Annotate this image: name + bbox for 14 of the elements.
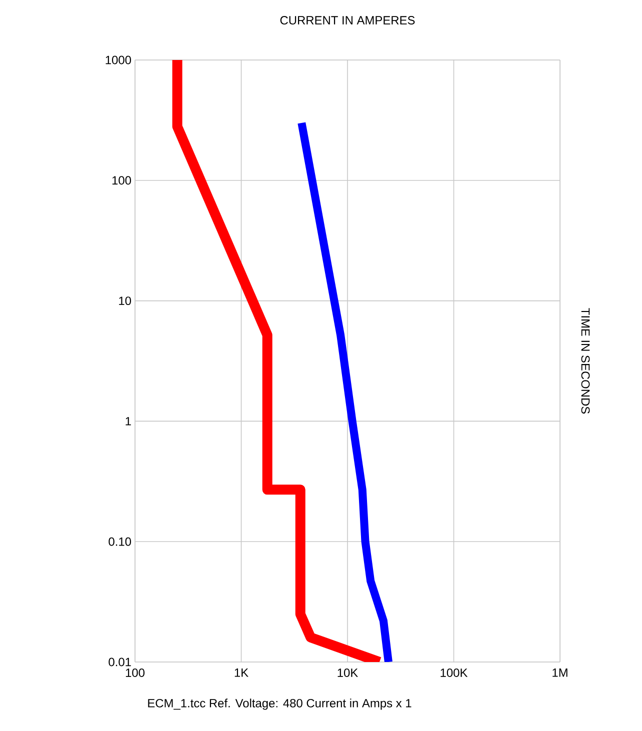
chart-title: CURRENT IN AMPERES [280,16,415,24]
y-tick-label: 100 [112,176,132,185]
x-tick-label: 100K [440,668,468,677]
y-tick-label: 0.10 [108,537,132,546]
y-tick-label: 10 [119,296,132,306]
x-tick-label: 1M [552,668,568,677]
x-tick-label: 10K [338,668,358,677]
y-tick-label: 0.01 [108,658,131,666]
x-tick-label: 100 [126,668,145,677]
y-tick-label: 1000 [106,56,132,64]
x-tick-label: 1K [234,668,248,677]
y-axis-title: TIME IN SECONDS [581,308,590,414]
y-tick-label: 1 [126,417,131,426]
text: ECM_1.tcc Ref. Voltage: 480 Current in Amps x 1 [148,698,412,710]
